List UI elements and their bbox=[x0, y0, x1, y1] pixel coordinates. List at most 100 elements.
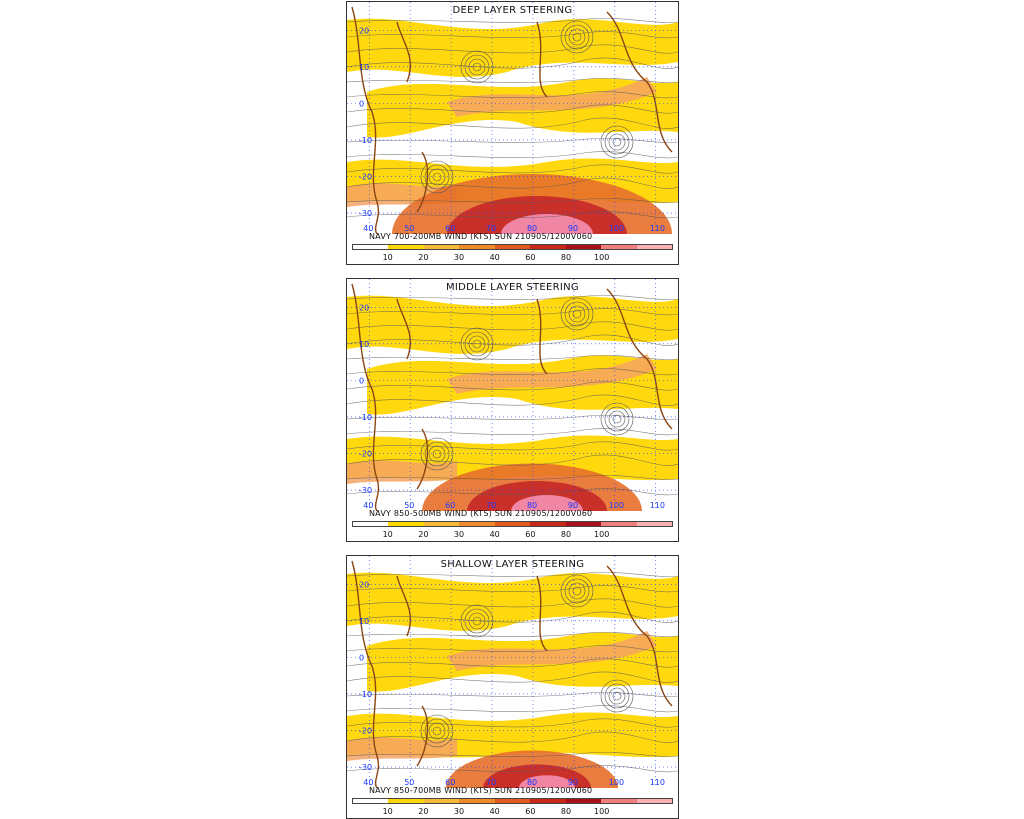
streamline-7 bbox=[347, 117, 678, 129]
lon-label: 80 bbox=[527, 778, 537, 787]
streamline-11 bbox=[347, 454, 678, 466]
lat-label: 0 bbox=[359, 376, 364, 385]
colorbar-label: 10 bbox=[382, 253, 393, 262]
colorbar-swatch bbox=[530, 799, 566, 803]
streamline-6 bbox=[347, 104, 678, 114]
lon-label: 100 bbox=[609, 501, 624, 510]
wind-band-0 bbox=[347, 18, 678, 77]
eddy-1-ring bbox=[428, 445, 446, 463]
jet-core-inner bbox=[511, 495, 583, 511]
coastline-1 bbox=[396, 575, 412, 637]
streamline-10 bbox=[347, 441, 678, 451]
lat-label: -20 bbox=[359, 726, 372, 735]
eddy-1-ring bbox=[424, 718, 450, 744]
wind-band-0 bbox=[347, 295, 678, 354]
streamline-1 bbox=[347, 31, 678, 39]
eddy-3-ring bbox=[608, 687, 626, 705]
colorbar-swatch bbox=[388, 799, 424, 803]
streamline-0 bbox=[347, 572, 678, 577]
streamline-3 bbox=[347, 334, 678, 346]
colorbar-swatch bbox=[530, 245, 566, 249]
lat-label: 10 bbox=[359, 617, 369, 626]
wind-band-0 bbox=[347, 572, 678, 631]
middle-layer-caption: NAVY 850-500MB WIND (KTS) SUN 210905/120… bbox=[369, 509, 593, 518]
lat-label: -30 bbox=[359, 486, 372, 495]
lat-label: -10 bbox=[359, 690, 372, 699]
streamline-10 bbox=[347, 718, 678, 728]
lat-label: -20 bbox=[359, 172, 372, 181]
eddy-1-ring bbox=[420, 160, 454, 194]
colorbar-swatch bbox=[423, 522, 460, 526]
colorbar-label: 20 bbox=[418, 807, 429, 816]
eddy-2-ring bbox=[468, 612, 486, 630]
eddy-1-ring bbox=[420, 714, 454, 748]
colorbar-label: 80 bbox=[560, 807, 572, 816]
colorbar-swatch bbox=[353, 245, 389, 249]
colorbar-label: 30 bbox=[453, 530, 465, 539]
colorbar-label: 40 bbox=[489, 530, 500, 539]
coastline-2 bbox=[536, 21, 548, 98]
colorbar-label: 100 bbox=[594, 807, 610, 816]
streamline-8 bbox=[347, 415, 678, 420]
eddy-3-ring bbox=[600, 125, 634, 159]
coastline-3 bbox=[606, 11, 673, 153]
lon-label: 110 bbox=[650, 778, 665, 787]
lon-label: 90 bbox=[568, 778, 578, 787]
colorbar-swatch bbox=[353, 799, 389, 803]
eddy-2-ring bbox=[460, 604, 494, 638]
shallow-layer-colorbar-labels: 10 20 30 40 60 80 100 bbox=[352, 807, 673, 817]
colorbar-swatch bbox=[565, 799, 602, 803]
streamline-12 bbox=[347, 198, 678, 203]
lon-label: 60 bbox=[445, 224, 455, 233]
deep-layer-title: DEEP LAYER STEERING bbox=[452, 5, 573, 16]
streamline-0 bbox=[347, 18, 678, 23]
colorbar-swatch bbox=[423, 799, 460, 803]
eddy-3-ring bbox=[608, 410, 626, 428]
deep-layer-colorbar bbox=[352, 244, 673, 250]
streamline-5 bbox=[347, 368, 678, 376]
colorbar-swatch bbox=[601, 522, 637, 526]
lon-label: 60 bbox=[445, 778, 455, 787]
streamline-9 bbox=[347, 705, 678, 713]
colorbar-label: 30 bbox=[453, 807, 465, 816]
coastline-3 bbox=[606, 288, 673, 430]
lon-label: 100 bbox=[609, 778, 624, 787]
eddy-0-ring bbox=[568, 582, 586, 600]
eddy-0-ring bbox=[564, 301, 590, 327]
eddy-2-ring bbox=[464, 608, 490, 634]
coastline-0 bbox=[351, 6, 380, 234]
lon-label: 80 bbox=[527, 501, 537, 510]
streamline-5 bbox=[347, 645, 678, 653]
colorbar-swatch bbox=[388, 245, 424, 249]
streamline-3 bbox=[347, 57, 678, 69]
eddy-3-ring bbox=[608, 133, 626, 151]
eddy-2-ring bbox=[468, 58, 486, 76]
colorbar-label: 10 bbox=[382, 807, 393, 816]
eddy-3-ring bbox=[604, 406, 630, 432]
lat-label: 20 bbox=[359, 303, 369, 312]
colorbar-label: 30 bbox=[453, 253, 465, 262]
colorbar-label: 60 bbox=[525, 530, 536, 539]
streamline-10 bbox=[347, 164, 678, 174]
colorbar-swatch bbox=[601, 245, 637, 249]
eddy-2-ring bbox=[464, 54, 490, 80]
eddy-1-ring bbox=[424, 441, 450, 467]
colorbar-label: 80 bbox=[560, 253, 572, 262]
lon-label: 40 bbox=[363, 501, 373, 510]
colorbar-label: 100 bbox=[594, 253, 610, 262]
eddy-0-ring bbox=[560, 297, 594, 331]
eddy-1-ring bbox=[420, 437, 454, 471]
lat-label: -10 bbox=[359, 136, 372, 145]
coastline-4 bbox=[416, 705, 429, 767]
colorbar-swatch bbox=[423, 245, 460, 249]
lon-label: 50 bbox=[404, 501, 414, 510]
colorbar-label: 20 bbox=[418, 530, 429, 539]
wind-streak-upper bbox=[447, 77, 657, 117]
middle-layer-colorbar-labels: 10 20 30 40 60 80 100 bbox=[352, 530, 673, 540]
colorbar-swatch bbox=[636, 245, 672, 249]
deep-layer-panel: 20 10 0 -10 -20 -30 40 50 60 70 80 90 100 110 DEEP LA… bbox=[346, 1, 679, 265]
colorbar-swatch bbox=[494, 522, 531, 526]
eddy-0-ring bbox=[564, 24, 590, 50]
